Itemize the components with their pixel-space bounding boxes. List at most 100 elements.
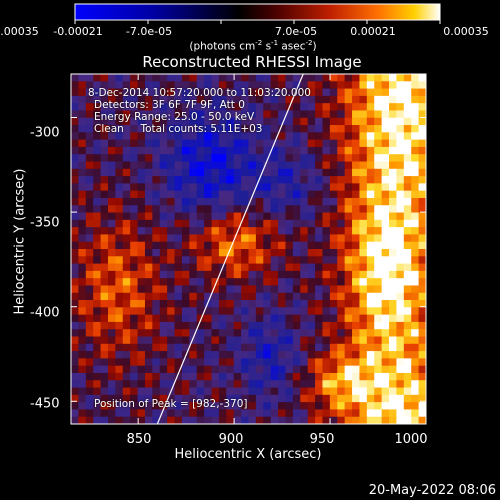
heatmap-cell [278, 336, 287, 345]
heatmap-cell [337, 197, 346, 206]
heatmap-cell [411, 132, 420, 141]
heatmap-cell [403, 416, 412, 424]
heatmap-cell [226, 110, 235, 119]
heatmap-cell [248, 358, 257, 367]
heatmap-cell [181, 110, 190, 119]
heatmap-cell [374, 314, 383, 323]
heatmap-cell [359, 256, 368, 265]
heatmap-cell [418, 205, 426, 214]
heatmap-cell [352, 74, 361, 82]
heatmap-cell [322, 307, 331, 316]
heatmap-cell [329, 183, 338, 192]
heatmap-cell [285, 197, 294, 206]
heatmap-cell [100, 168, 109, 177]
heatmap-cell [292, 117, 301, 126]
heatmap-cell [344, 234, 353, 243]
heatmap-cell [307, 409, 316, 418]
heatmap-cell [418, 234, 426, 243]
heatmap-cell [100, 205, 109, 214]
heatmap-cell [374, 358, 383, 367]
heatmap-cell [211, 234, 220, 243]
heatmap-cell [374, 285, 383, 294]
heatmap-cell [100, 117, 109, 126]
heatmap-cell [93, 387, 102, 396]
heatmap-cell [167, 205, 176, 214]
heatmap-cell [389, 351, 398, 359]
heatmap-cell [352, 394, 361, 403]
heatmap-cell [174, 336, 183, 345]
heatmap-cell [130, 117, 139, 126]
heatmap-cell [359, 416, 368, 424]
heatmap-cell [233, 351, 242, 359]
heatmap-cell [366, 103, 375, 112]
heatmap-cell [329, 256, 338, 265]
heatmap-cell [285, 154, 294, 163]
heatmap-cell [285, 402, 294, 411]
heatmap-cell [159, 168, 168, 177]
heatmap-cell [315, 205, 324, 214]
heatmap-cell [270, 402, 279, 411]
heatmap-cell [115, 183, 124, 192]
heatmap-cell [233, 307, 242, 316]
heatmap-cell [211, 358, 220, 367]
heatmap-cell [263, 329, 272, 338]
heatmap-cell [307, 103, 316, 112]
heatmap-cell [85, 212, 94, 221]
heatmap-cell [389, 139, 398, 148]
heatmap-cell [366, 285, 375, 294]
heatmap-cell [196, 321, 205, 330]
heatmap-cell [307, 125, 316, 133]
heatmap-cell [211, 117, 220, 126]
heatmap-cell [292, 197, 301, 206]
heatmap-cell [159, 351, 168, 359]
heatmap-cell [93, 416, 102, 424]
heatmap-cell [396, 249, 405, 257]
x-tick-label: 850 [126, 432, 152, 447]
heatmap-cell [130, 176, 139, 184]
heatmap-cell [159, 285, 168, 294]
heatmap-cell [300, 241, 309, 250]
heatmap-cell [248, 292, 257, 301]
heatmap-cell [285, 110, 294, 119]
heatmap-cell [218, 249, 227, 257]
heatmap-cell [285, 387, 294, 396]
heatmap-cell [403, 343, 412, 352]
heatmap-cell [85, 285, 94, 294]
heatmap-cell [93, 234, 102, 243]
heatmap-cell [315, 190, 324, 199]
heatmap-cell [263, 314, 272, 323]
heatmap-cell [159, 343, 168, 352]
heatmap-cell [122, 95, 131, 104]
heatmap-cell [85, 190, 94, 199]
heatmap-cell [381, 132, 390, 141]
heatmap-cell [211, 190, 220, 199]
heatmap-cell [78, 249, 87, 257]
heatmap-cell [352, 263, 361, 272]
heatmap-cell [204, 292, 213, 301]
heatmap-cell [389, 197, 398, 206]
heatmap-cell [152, 125, 161, 133]
heatmap-cell [292, 372, 301, 381]
annotation-clean-counts: Clean Total counts: 5.11E+03 [94, 123, 263, 135]
heatmap-cell [315, 110, 324, 119]
heatmap-cell [411, 394, 420, 403]
heatmap-cell [181, 205, 190, 214]
heatmap-cell [152, 343, 161, 352]
heatmap-cell [352, 190, 361, 199]
heatmap-cell [285, 117, 294, 126]
heatmap-cell [366, 292, 375, 301]
heatmap-cell [204, 212, 213, 221]
heatmap-cell [337, 285, 346, 294]
heatmap-cell [411, 176, 420, 184]
heatmap-cell [389, 212, 398, 221]
heatmap-cell [337, 329, 346, 338]
heatmap-cell [315, 154, 324, 163]
heatmap-cell [300, 358, 309, 367]
heatmap-cell [315, 387, 324, 396]
heatmap-cell [292, 416, 301, 424]
heatmap-cell [352, 365, 361, 374]
heatmap-cell [115, 307, 124, 316]
heatmap-cell [278, 343, 287, 352]
heatmap-cell [381, 74, 390, 82]
heatmap-cell [93, 278, 102, 287]
